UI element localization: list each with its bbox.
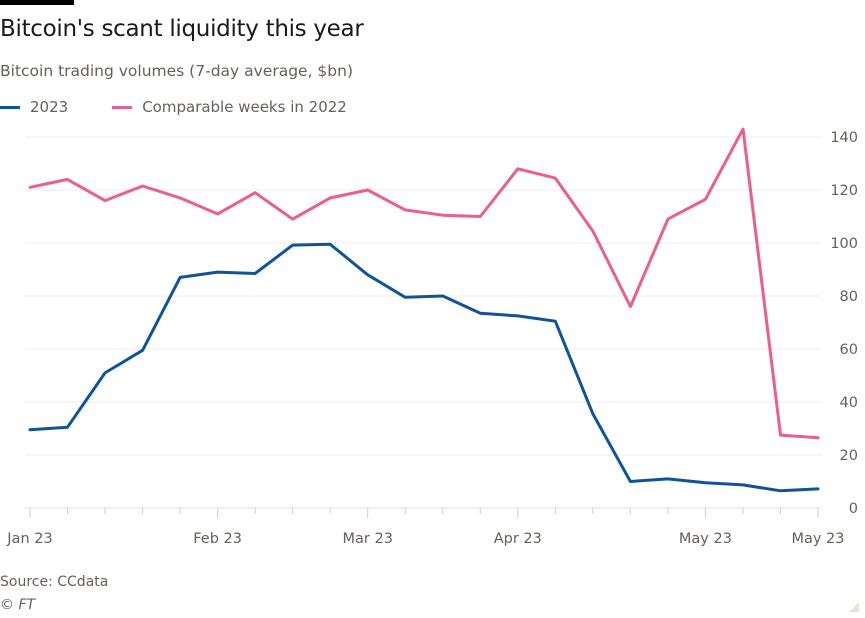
legend-label-2022: Comparable weeks in 2022 [142, 98, 347, 116]
chart-title: Bitcoin's scant liquidity this year [0, 16, 364, 42]
y-tick-label: 120 [830, 183, 858, 199]
y-tick-label: 80 [840, 289, 858, 305]
x-tick-label: Jan 23 [6, 531, 52, 547]
x-tick-label: Feb 23 [193, 531, 242, 547]
series-line-2023 [28, 242, 820, 493]
copyright: © FT [0, 597, 36, 613]
source-note: Source: CCdata [0, 574, 109, 590]
x-tick-label: May 23 [679, 531, 732, 547]
y-tick-label: 20 [840, 448, 858, 464]
x-axis: Jan 23 Feb 23 Mar 23 Apr 23 May 23 May 23 [6, 508, 845, 547]
brand-bar [0, 0, 74, 5]
x-tick-label: May 23 [791, 531, 844, 547]
gridlines [25, 136, 822, 509]
x-tick-label: Apr 23 [494, 531, 542, 547]
y-tick-label: 100 [830, 236, 858, 252]
legend-item-2022: Comparable weeks in 2022 [112, 98, 347, 116]
legend-item-2023: 2023 [0, 98, 68, 116]
series-lines [28, 127, 820, 493]
series-line-comparable-weeks-in-2022 [28, 127, 820, 440]
x-tick-label: Mar 23 [343, 531, 393, 547]
y-tick-label: 0 [849, 501, 858, 517]
resize-grip-icon[interactable] [849, 602, 859, 612]
legend: 2023 Comparable weeks in 2022 [0, 98, 391, 116]
chart-subtitle: Bitcoin trading volumes (7-day average, … [0, 62, 354, 80]
y-axis: 0 20 40 60 80 100 120 140 [830, 130, 858, 517]
y-tick-label: 60 [840, 342, 858, 358]
legend-swatch-2022 [112, 105, 133, 109]
legend-swatch-2023 [0, 105, 20, 109]
legend-label-2023: 2023 [30, 98, 69, 116]
y-tick-label: 140 [830, 130, 858, 146]
y-tick-label: 40 [840, 395, 858, 411]
